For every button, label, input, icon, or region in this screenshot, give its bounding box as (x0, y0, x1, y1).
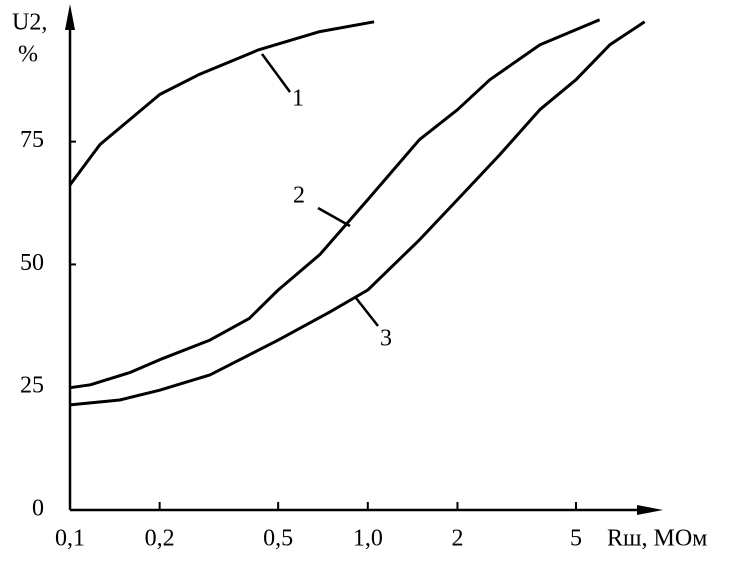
y-arrow (65, 4, 75, 30)
y-tick-label: 25 (20, 373, 44, 399)
x-tick-label: 2 (451, 526, 463, 552)
x-tick-label: 0,2 (145, 526, 175, 552)
leader-line (260, 53, 379, 327)
y-label: U2, (12, 10, 47, 36)
curve (68, 20, 375, 186)
x-tick-label: 0,5 (263, 526, 293, 552)
y-tick-label: 0 (32, 496, 44, 522)
curve-label: 3 (380, 326, 392, 352)
curve (69, 18, 601, 390)
x-tick-label: 1,0 (353, 526, 383, 552)
y-tick-label: 75 (20, 127, 44, 153)
x-label: Rш, МОм (607, 526, 707, 552)
axes (68, 12, 655, 512)
x-tick-label: 0,1 (55, 526, 85, 552)
curve-label: 2 (293, 183, 305, 209)
x-tick-label: 5 (570, 526, 582, 552)
curve (69, 20, 646, 407)
curve-label: 1 (292, 86, 304, 112)
y-label: % (18, 42, 38, 68)
y-tick-label: 50 (20, 250, 44, 276)
x-arrow (637, 505, 663, 515)
